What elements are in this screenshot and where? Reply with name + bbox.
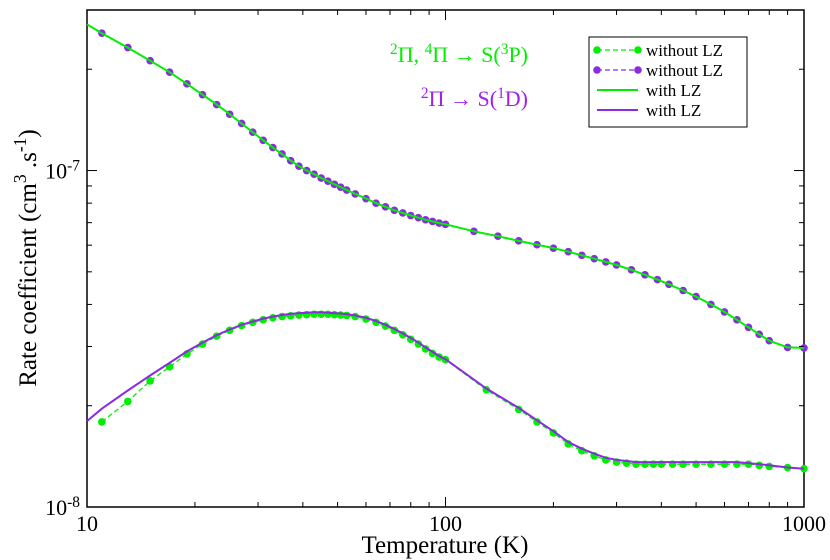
annotation-part: 4 [425,41,433,58]
series-line-2 [86,23,805,349]
annotation-part: D) [505,86,528,111]
y-tick-base: 10 [45,495,67,520]
y-tick-exponent: -8 [67,494,80,511]
legend-label-1: without LZ [646,61,723,80]
legend-marker-0 [593,46,601,54]
legend-label-3: with LZ [646,101,701,120]
x-tick-label: 1000 [782,511,826,536]
annotation-green: 2Π, 4Π → S(3P) [390,41,528,68]
y-label-part: .s [15,152,42,174]
y-label-sup: 3 [10,174,30,183]
y-label-part: Rate coefficient (cm [15,183,42,387]
series-line-0 [101,313,805,470]
annotation-part: 2 [390,41,398,58]
annotation-part: Π → S( [429,86,497,111]
y-axis-label-text: Rate coefficient (cm3 .s-1) [10,129,42,387]
legend-label-0: without LZ [646,41,723,60]
annotation-part: 3 [501,41,509,58]
annotations-layer: 2Π, 4Π → S(3P)2Π → S(1D) [390,41,528,112]
annotation-part: Π, [398,42,425,67]
curves-layer [86,23,808,473]
annotation-part: 1 [497,85,505,102]
y-axis-label: Rate coefficient (cm3 .s-1) [10,129,42,387]
series-0-point [124,397,132,406]
y-label-part: ) [15,129,42,137]
legend-marker-1 [634,66,642,74]
x-tick-label: 100 [429,511,462,536]
legend-marker-0 [634,46,642,54]
legend-box [588,36,748,128]
annotation-part: 2 [421,85,429,102]
annotation-purple: 2Π → S(1D) [421,85,528,112]
y-tick-label: 10-7 [45,157,80,184]
y-tick-base: 10 [45,159,67,184]
legend-marker-1 [593,66,601,74]
x-axis-label: Temperature (K) [362,532,529,559]
series-0-point [146,377,154,385]
annotation-part: P) [508,42,528,67]
y-tick-label: 10-8 [45,494,80,521]
annotation-part: Π → S( [432,42,500,67]
y-tick-exponent: -7 [67,157,80,174]
y-label-sup: -1 [10,138,30,153]
legend-label-2: with LZ [646,81,701,100]
series-line-3 [86,311,805,470]
series-0-point [98,418,106,426]
x-tick-label: 10 [76,511,98,536]
